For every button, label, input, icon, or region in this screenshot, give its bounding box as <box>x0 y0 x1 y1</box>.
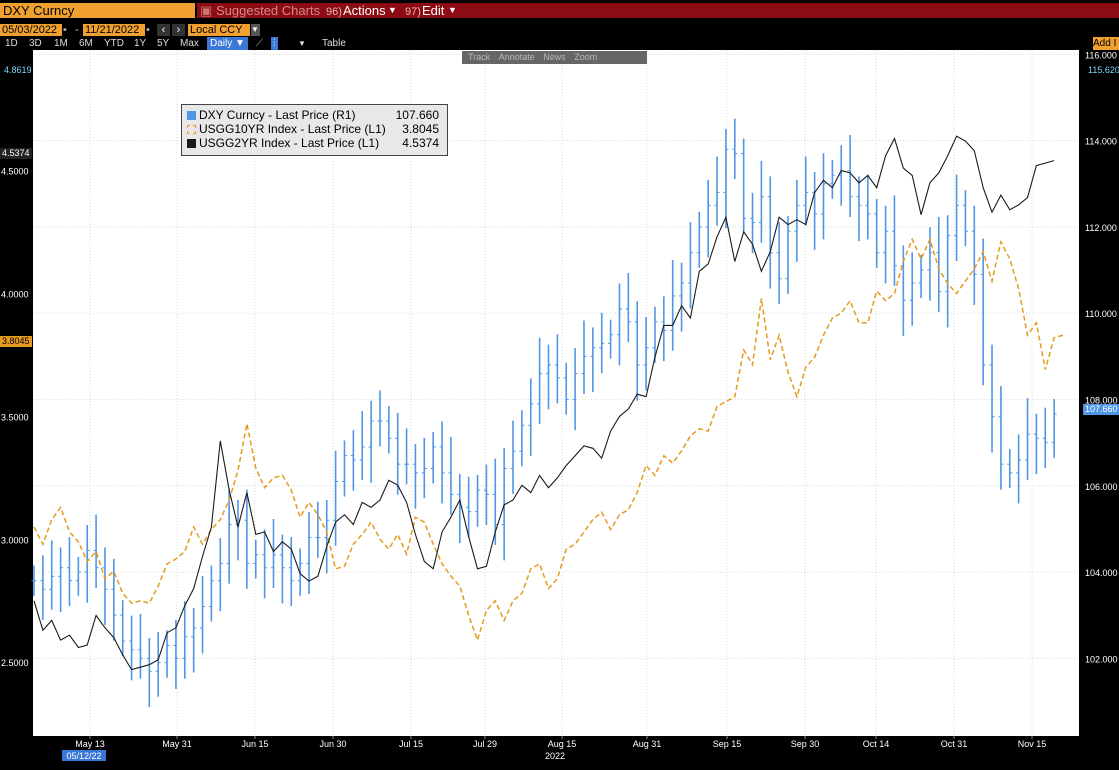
left-10yr-tag: 3.8045 <box>0 336 32 347</box>
suggested-charts-icon: ▣ <box>200 3 213 18</box>
legend-entry-dxy: DXY Curncy - Last Price (R1) <box>187 109 356 122</box>
bar-chart-icon[interactable]: ⫶ <box>271 37 278 50</box>
left-tick-label: 4.5000 <box>1 166 29 176</box>
actions-number: 96) <box>326 6 342 18</box>
us2-series-line <box>33 135 1055 671</box>
x-tick-label: May 13 <box>75 739 105 749</box>
chart-legend[interactable]: DXY Curncy - Last Price (R1) 107.660 USG… <box>181 104 448 156</box>
end-date-picker-icon[interactable]: ▪ <box>146 24 150 36</box>
legend-entry-us10: USGG10YR Index - Last Price (L1) <box>187 123 386 136</box>
chart-svg: 2.5000 3.0000 3.5000 4.0000 4.5000 102.000 104… <box>1 50 1118 761</box>
x-tick-label: Jul 29 <box>473 739 497 749</box>
line-chart-icon[interactable]: ⟋ <box>256 38 263 49</box>
range-button-1y[interactable]: 1Y <box>134 38 147 49</box>
legend-label-us10: USGG10YR Index - Last Price (L1) <box>199 122 386 136</box>
next-period-icon[interactable]: › <box>172 24 185 36</box>
left-tick-label: 2.5000 <box>1 658 29 668</box>
range-button-max[interactable]: Max <box>180 38 199 49</box>
x-tick-label: Nov 15 <box>1018 739 1047 749</box>
left-top-tag: 4.8619 <box>4 65 32 75</box>
legend-label-us2: USGG2YR Index - Last Price (L1) <box>199 136 380 150</box>
x-tick-label: Aug 31 <box>633 739 662 749</box>
right-tick-label: 116.000 <box>1085 50 1117 60</box>
x-tick-label: Sep 30 <box>791 739 820 749</box>
x-tick-label: Sep 15 <box>713 739 742 749</box>
menu-bar <box>197 3 1119 18</box>
legend-swatch-us2 <box>187 139 196 149</box>
x-tick-label: Jul 15 <box>399 739 423 749</box>
x-tick-label: Jun 30 <box>319 739 346 749</box>
right-tick-label: 102.000 <box>1085 654 1118 664</box>
x-tick-label: Oct 31 <box>941 739 968 749</box>
left-tick-label: 3.5000 <box>1 412 29 422</box>
right-tick-label: 108.000 <box>1085 395 1118 405</box>
legend-value-dxy: 107.660 <box>395 108 439 122</box>
ticker-field[interactable]: DXY Curncy <box>0 3 195 18</box>
range-button-3d[interactable]: 3D <box>29 38 42 49</box>
us10-series-line <box>33 237 1064 643</box>
right-tick-label: 110.000 <box>1085 309 1117 319</box>
legend-value-us10: 3.8045 <box>402 122 439 136</box>
legend-swatch-us10 <box>187 125 196 135</box>
chart-area: 2.5000 3.0000 3.5000 4.0000 4.5000 102.000 104… <box>0 50 1119 770</box>
currency-select[interactable]: Local CCY <box>188 24 250 36</box>
x-tick-label: May 31 <box>162 739 192 749</box>
chart-tools-bar: Track Annotate News Zoom <box>462 51 647 64</box>
legend-label-dxy: DXY Curncy - Last Price (R1) <box>199 108 356 122</box>
range-button-ytd[interactable]: YTD <box>104 38 124 49</box>
x-tick-label: Aug 15 <box>548 739 577 749</box>
start-date-field[interactable]: 05/03/2022 <box>0 24 62 36</box>
prev-period-icon[interactable]: ‹ <box>157 24 170 36</box>
right-tick-label: 112.000 <box>1085 223 1117 233</box>
start-date-picker-icon[interactable]: ▪ <box>63 24 67 36</box>
left-tick-label: 3.0000 <box>1 535 29 545</box>
left-tick-label: 4.0000 <box>1 289 29 299</box>
zoom-tool[interactable]: Zoom <box>574 52 598 62</box>
currency-dropdown-icon[interactable]: ▼ <box>251 24 260 36</box>
annotate-tool[interactable]: Annotate <box>498 52 535 62</box>
suggested-charts-button[interactable]: Suggested Charts <box>216 3 321 18</box>
right-tick-label: 104.000 <box>1085 568 1118 578</box>
right-last-tag: 107.660 <box>1083 404 1119 415</box>
legend-entry-us2: USGG2YR Index - Last Price (L1) <box>187 137 379 150</box>
right-top-tag: 115.620 <box>1088 65 1119 75</box>
year-label: 2022 <box>545 751 565 761</box>
range-button-1d[interactable]: 1D <box>5 38 18 49</box>
date-separator: - <box>75 24 79 36</box>
x-tick-label: Jun 15 <box>241 739 268 749</box>
actions-dropdown-icon[interactable]: ▼ <box>388 5 397 15</box>
start-date-label: 05/12/22 <box>66 751 101 761</box>
edit-number: 97) <box>405 6 421 18</box>
range-button-6m[interactable]: 6M <box>79 38 93 49</box>
track-tool[interactable]: Track <box>468 52 491 62</box>
right-tick-label: 106.000 <box>1085 482 1118 492</box>
legend-value-us2: 4.5374 <box>402 136 439 150</box>
title-bar: DXY Curncy ▣ Suggested Charts 96) Action… <box>0 0 1119 20</box>
actions-menu-button[interactable]: Actions <box>343 3 386 18</box>
chart-type-dropdown-icon[interactable]: ▼ <box>298 39 306 48</box>
left-2yr-tag: 4.5374 <box>0 148 32 159</box>
range-button-1m[interactable]: 1M <box>54 38 68 49</box>
end-date-field[interactable]: 11/21/2022 <box>83 24 145 36</box>
table-button[interactable]: Table <box>322 38 346 49</box>
plot-background <box>33 50 1079 736</box>
edit-menu-button[interactable]: Edit <box>422 3 445 18</box>
period-select[interactable]: Daily ▼ <box>207 37 248 50</box>
news-tool[interactable]: News <box>543 52 566 62</box>
start-date-highlight <box>62 750 106 761</box>
edit-dropdown-icon[interactable]: ▼ <box>448 5 457 15</box>
legend-swatch-dxy <box>187 111 196 121</box>
right-tick-label: 114.000 <box>1085 137 1117 147</box>
range-button-5y[interactable]: 5Y <box>157 38 170 49</box>
x-tick-label: Oct 14 <box>863 739 890 749</box>
add-indicator-button[interactable]: Add I <box>1093 37 1119 50</box>
